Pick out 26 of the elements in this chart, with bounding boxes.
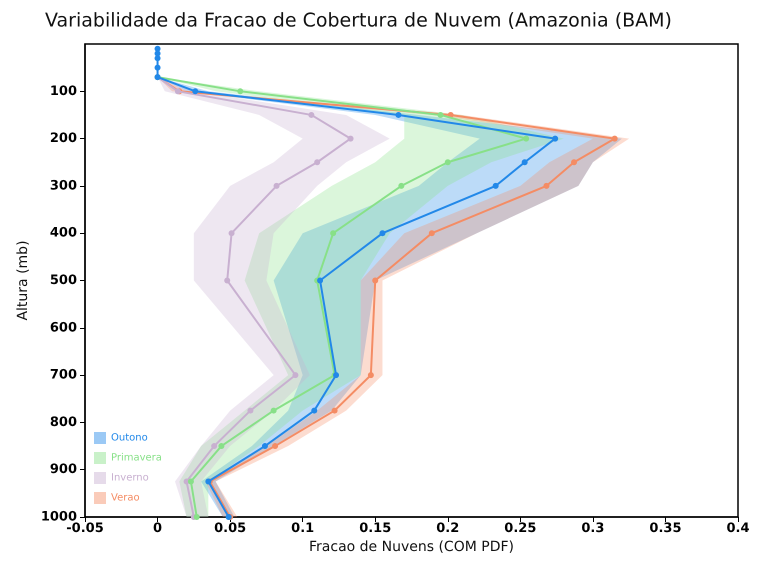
y-tick-label: 600 bbox=[50, 320, 77, 336]
y-tick-label: 300 bbox=[50, 178, 77, 194]
x-axis-title: Fracao de Nuvens (COM PDF) bbox=[309, 538, 514, 555]
legend-label: Inverno bbox=[111, 472, 149, 484]
x-tick-label: 0.2 bbox=[436, 521, 460, 536]
x-tick-label: 0.3 bbox=[581, 521, 604, 536]
y-tick-label: 100 bbox=[50, 84, 77, 99]
y-tick-label: 200 bbox=[50, 131, 77, 146]
x-tick-label: 0.25 bbox=[504, 521, 536, 536]
y-tick-label: 400 bbox=[50, 226, 77, 241]
x-tick-label: 0.35 bbox=[649, 521, 682, 536]
y-tick-label: 800 bbox=[50, 414, 77, 430]
y-tick-label: 700 bbox=[50, 368, 77, 383]
legend-label: Outono bbox=[111, 432, 148, 444]
chart-title: Variabilidade da Fracao de Cobertura de Nuvem (Amazonia (BAM) bbox=[45, 10, 672, 32]
legend-label: Verao bbox=[111, 492, 140, 504]
y-tick-label: 500 bbox=[50, 273, 77, 288]
x-tick-label: 0.4 bbox=[726, 521, 750, 536]
x-tick-label: 0.1 bbox=[291, 521, 314, 536]
x-tick-label: 0.05 bbox=[214, 521, 246, 536]
x-tick-label: 0 bbox=[153, 521, 162, 536]
y-axis-title: Altura (mb) bbox=[14, 240, 31, 321]
x-tick-label: 0.15 bbox=[359, 521, 392, 536]
x-tick-label: -0.05 bbox=[66, 521, 104, 536]
legend-label: Primavera bbox=[111, 452, 162, 464]
y-tick-label: 900 bbox=[50, 462, 77, 478]
